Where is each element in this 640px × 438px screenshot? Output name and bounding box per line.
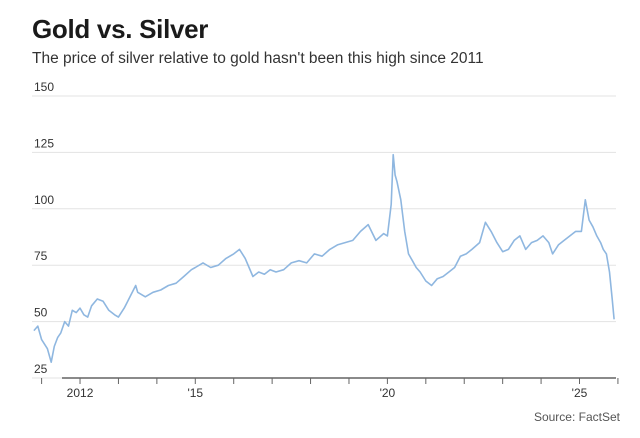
x-tick-label-2015: '15 [187, 386, 203, 400]
y-tick-label-25: 25 [34, 362, 48, 376]
series-group [33, 153, 615, 364]
chart-subtitle: The price of silver relative to gold has… [32, 50, 484, 67]
series-line-0 [33, 153, 615, 364]
source-note: Source: FactSet [533, 410, 620, 424]
x-tick-label-2012: 2012 [67, 386, 94, 400]
y-axis-labels: 25 50 75 100 125 150 [34, 80, 54, 376]
gridlines [32, 95, 616, 379]
y-tick-label-50: 50 [34, 306, 48, 320]
x-axis: 2012 '15 '20 '25 [41, 377, 619, 400]
y-tick-label-125: 125 [34, 136, 54, 150]
x-tick-label-2025: '25 [572, 386, 588, 400]
chart-title: Gold vs. Silver [32, 14, 209, 44]
y-tick-label-150: 150 [34, 80, 54, 94]
y-tick-label-75: 75 [34, 249, 48, 263]
y-tick-label-100: 100 [34, 193, 54, 207]
x-tick-label-2020: '20 [380, 386, 396, 400]
